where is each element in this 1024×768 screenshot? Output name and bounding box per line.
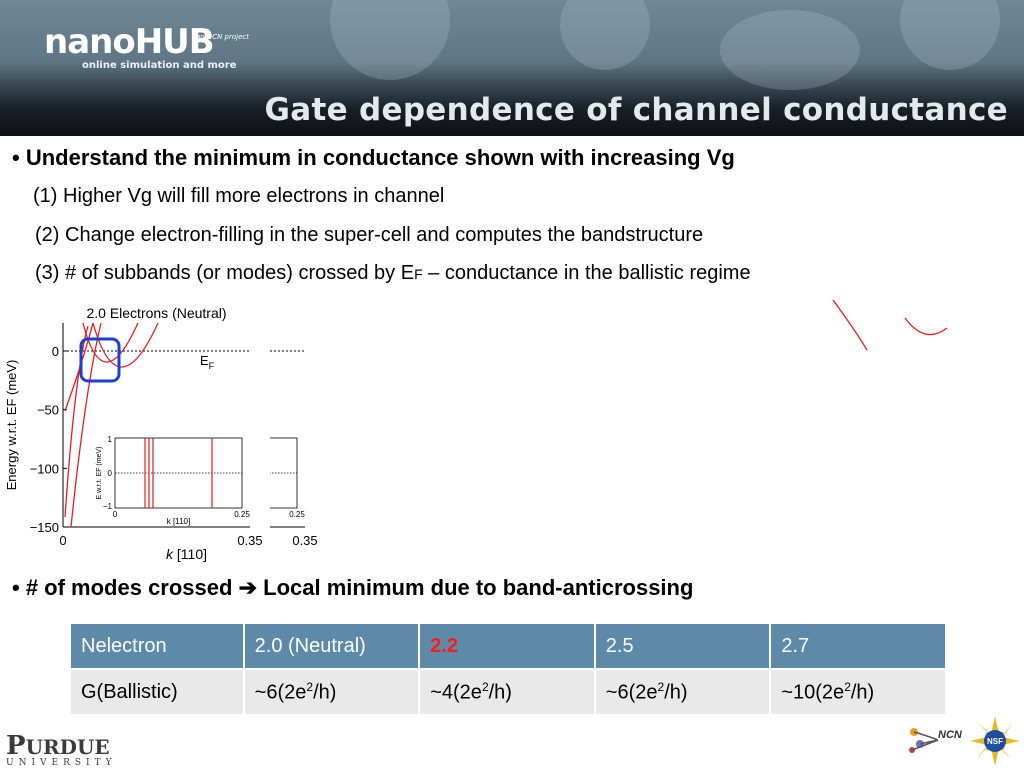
slide-title: Gate dependence of channel conductance bbox=[264, 92, 1008, 128]
band-curve bbox=[92, 322, 159, 368]
table-cell: G(Ballistic) bbox=[69, 668, 245, 716]
table-header-cell: 2.5 bbox=[593, 622, 772, 670]
inset-y-label: E w.r.t. EF (meV) bbox=[96, 447, 103, 500]
inset-tick-label: 0 bbox=[113, 510, 118, 519]
y-tick-label: −50 bbox=[37, 403, 59, 418]
ncn-logo: NCN bbox=[909, 728, 963, 753]
y-tick-label: −150 bbox=[30, 520, 59, 535]
table-header-cell: 2.0 (Neutral) bbox=[242, 622, 421, 670]
inset-tick-label: 0.25 bbox=[234, 510, 250, 519]
sub-point-2: (2) Change electron-filling in the super… bbox=[35, 224, 704, 246]
ncn-project-tag: an NCN project bbox=[196, 33, 249, 41]
band-curve bbox=[904, 317, 948, 336]
y-axis-label: Energy w.r.t. EF (meV) bbox=[4, 360, 19, 491]
table-row: G(Ballistic) ~6(2e2/h) ~4(2e2/h) ~6(2e2/… bbox=[69, 668, 947, 716]
band-curve bbox=[832, 300, 868, 351]
band-curve bbox=[64, 322, 94, 412]
table-header-cell: 2.7 bbox=[769, 622, 947, 670]
y-tick-label: −100 bbox=[30, 461, 59, 476]
inset-x-label: k [110] bbox=[167, 517, 190, 526]
nanohub-logo[interactable]: nanoHUB bbox=[44, 22, 215, 62]
table-header-row: Nelectron 2.0 (Neutral) 2.2 2.5 2.7 bbox=[69, 622, 947, 670]
y-tick-label: 0 bbox=[52, 344, 59, 359]
inset-tick-label: 1 bbox=[108, 435, 113, 444]
band-plot-2-0: 2.0 Electrons (Neutral) 0 −50 −100 −150 0 0.35… bbox=[0, 300, 300, 568]
bullet-understand-minimum: • Understand the minimum in conductance … bbox=[12, 145, 735, 170]
svg-text:NCN: NCN bbox=[938, 729, 963, 741]
inset-frame bbox=[270, 437, 298, 509]
x-tick-label: 0 bbox=[59, 533, 66, 548]
table-header-cell: 2.2 bbox=[418, 622, 596, 670]
table-cell: ~6(2e2/h) bbox=[242, 668, 421, 716]
fermi-label: EF bbox=[200, 353, 215, 371]
conductance-table: Nelectron 2.0 (Neutral) 2.2 2.5 2.7 G(Ba… bbox=[69, 622, 947, 716]
nsf-logo: NSF bbox=[970, 716, 1020, 766]
sub-point-3: (3) # of subbands (or modes) crossed by … bbox=[35, 262, 751, 284]
table-cell: ~6(2e2/h) bbox=[593, 668, 772, 716]
arrow-right-icon: ➔ bbox=[238, 575, 258, 600]
purdue-logo: PURDUE UNIVERSITY bbox=[6, 731, 117, 768]
bullet-modes-crossed: • # of modes crossed ➔ Local minimum due… bbox=[12, 575, 694, 600]
inset-tick-label: 0 bbox=[108, 469, 113, 478]
x-axis-label: k [110] bbox=[166, 546, 207, 562]
inset-tick-label: 0.25 bbox=[289, 510, 305, 519]
inset-tick-label: −1 bbox=[103, 502, 113, 511]
svg-text:NSF: NSF bbox=[987, 737, 1003, 746]
table-cell: ~10(2e2/h) bbox=[769, 668, 947, 716]
sub-point-1: (1) Higher Vg will fill more electrons i… bbox=[33, 185, 445, 207]
slide-header: nanoHUB an NCN project online simulation… bbox=[0, 0, 1024, 136]
table-cell: ~4(2e2/h) bbox=[418, 668, 596, 716]
plot-title: 2.0 Electrons (Neutral) bbox=[86, 305, 226, 321]
band-curve bbox=[70, 322, 102, 528]
x-tick-label: 0.35 bbox=[292, 533, 317, 548]
table-header-cell: Nelectron bbox=[69, 622, 245, 670]
x-tick-label: 0.35 bbox=[237, 533, 262, 548]
logo-subtitle: online simulation and more bbox=[82, 60, 237, 71]
anticrossing-highlight bbox=[79, 337, 121, 383]
